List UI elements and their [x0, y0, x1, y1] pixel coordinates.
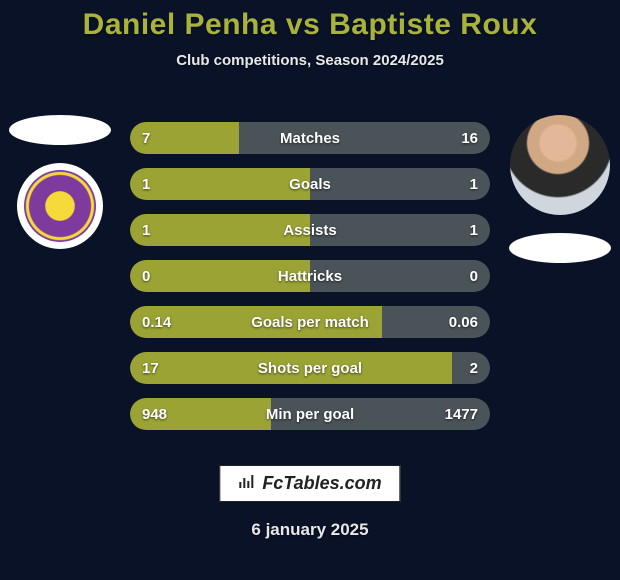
stat-value-left: 0	[142, 268, 150, 285]
stat-bar: Min per goal948 1477	[130, 398, 490, 430]
player-right-avatar	[510, 115, 610, 215]
stats-bars: Matches716Goals11Assists11Hattricks00Goa…	[130, 122, 490, 430]
stat-label: Goals	[130, 176, 490, 193]
player-left-column	[5, 115, 115, 249]
stat-label: Matches	[130, 130, 490, 147]
comparison-panel: Daniel Penha vs Baptiste Roux Club compe…	[0, 0, 620, 580]
player-right-column	[505, 115, 615, 263]
club-badge-icon	[24, 170, 96, 242]
branding-text: FcTables.com	[262, 473, 381, 494]
stat-value-right: 1	[470, 222, 478, 239]
stat-value-left: 948	[142, 406, 167, 423]
stat-value-left: 17	[142, 360, 159, 377]
stat-label: Assists	[130, 222, 490, 239]
page-title: Daniel Penha vs Baptiste Roux	[0, 8, 620, 42]
chart-icon	[238, 472, 256, 495]
stat-bar: Hattricks0 0	[130, 260, 490, 292]
stat-value-right: 1477	[445, 406, 478, 423]
stat-label: Shots per goal	[130, 360, 490, 377]
stat-value-right: 16	[461, 130, 478, 147]
stat-value-left: 1	[142, 222, 150, 239]
stat-label: Hattricks	[130, 268, 490, 285]
stat-value-right: 1	[470, 176, 478, 193]
stat-bar: Goals1 1	[130, 168, 490, 200]
stat-bar: Shots per goal17 2	[130, 352, 490, 384]
player-left-avatar-placeholder	[9, 115, 111, 145]
stat-value-right: 2	[470, 360, 478, 377]
stat-value-left: 1	[142, 176, 150, 193]
stat-value-right: 0.06	[449, 314, 478, 331]
player-left-club-badge	[17, 163, 103, 249]
stat-label: Min per goal	[130, 406, 490, 423]
stat-value-right: 0	[470, 268, 478, 285]
stat-bar: Matches7 16	[130, 122, 490, 154]
stat-bar: Goals per match0.14 0.06	[130, 306, 490, 338]
stat-value-left: 7	[142, 130, 150, 147]
stat-label: Goals per match	[130, 314, 490, 331]
stat-bar: Assists1 1	[130, 214, 490, 246]
stat-value-left: 0.14	[142, 314, 171, 331]
subtitle: Club competitions, Season 2024/2025	[0, 52, 620, 69]
branding-badge: FcTables.com	[219, 465, 400, 502]
player-right-club-placeholder	[509, 233, 611, 263]
date-text: 6 january 2025	[0, 520, 620, 540]
